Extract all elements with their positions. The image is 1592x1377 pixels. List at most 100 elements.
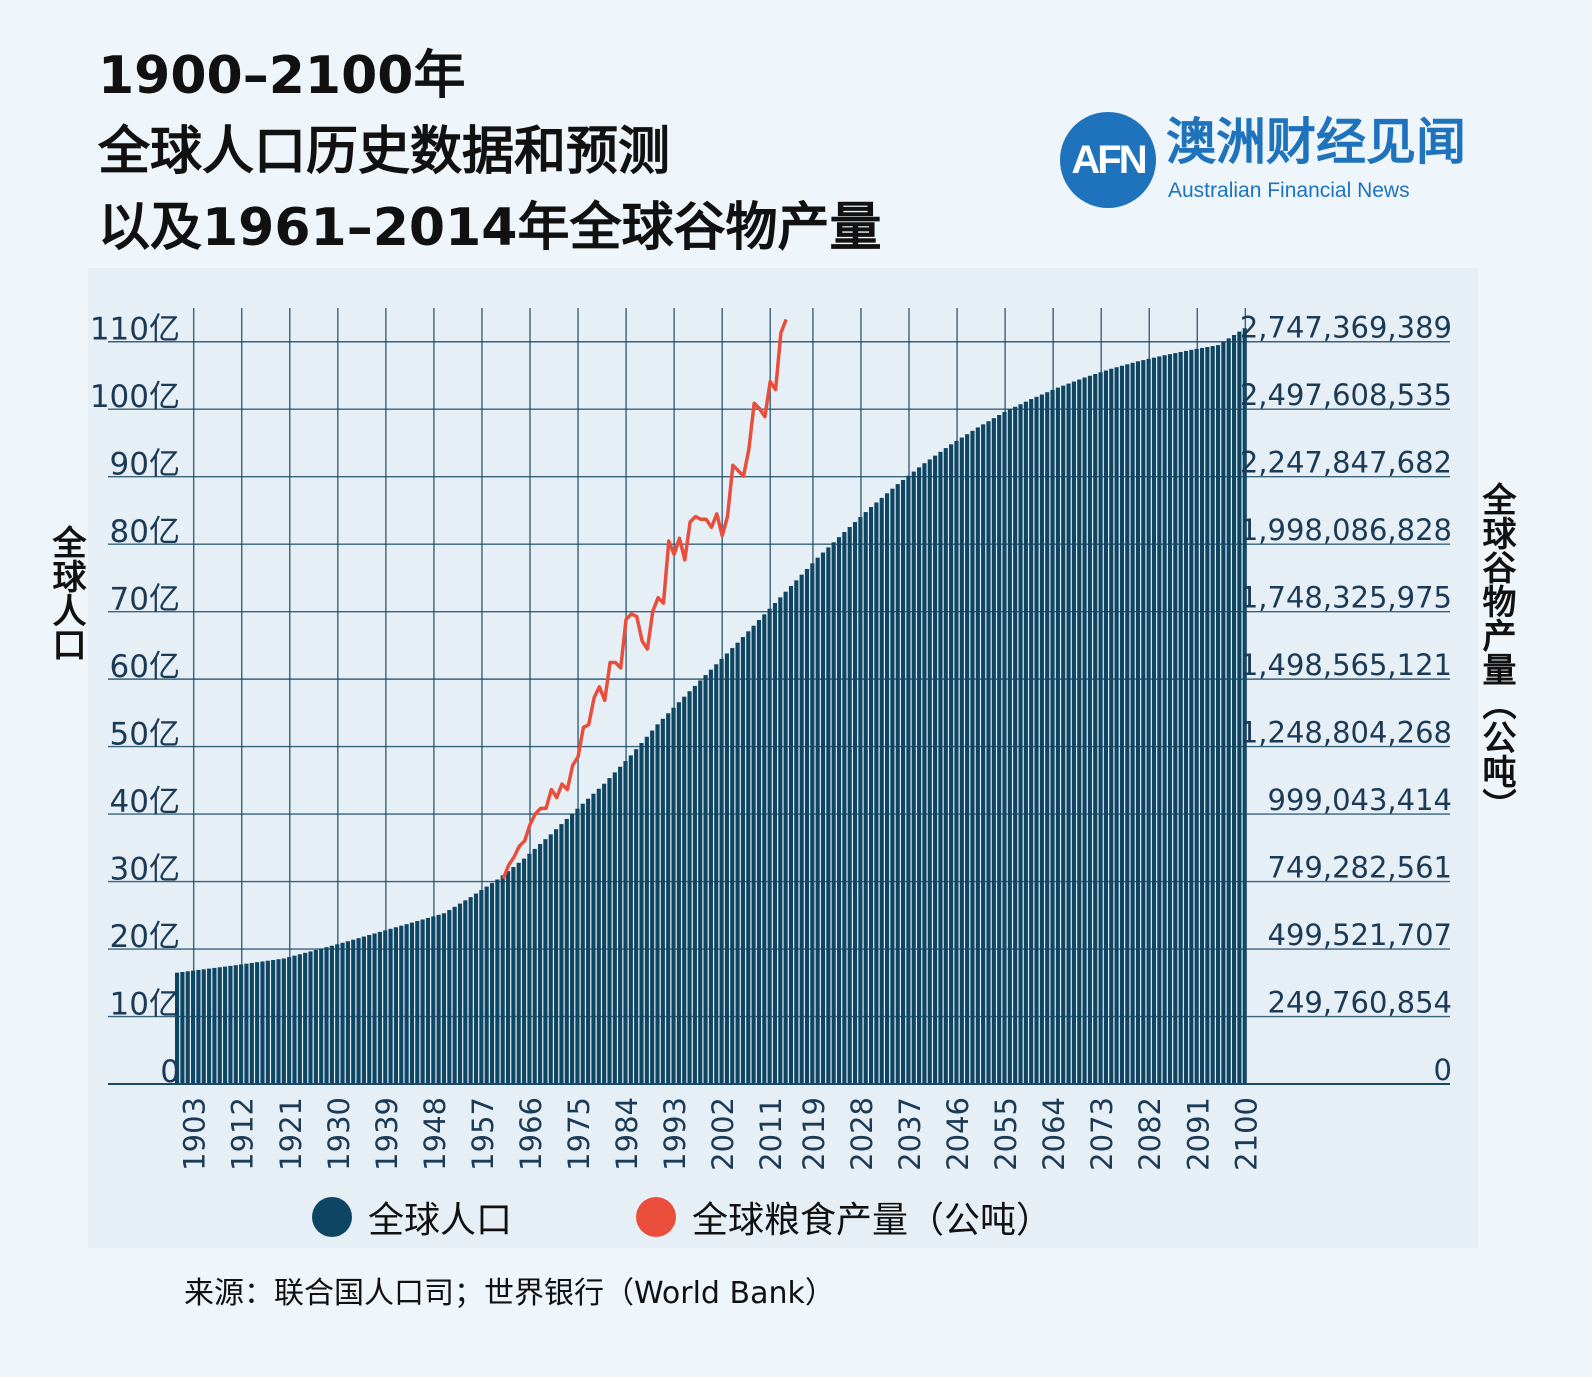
population-bar	[644, 736, 649, 1084]
population-bar	[740, 637, 745, 1084]
population-bar	[409, 922, 415, 1084]
left-tick-label: 60亿	[110, 649, 180, 685]
population-bar	[1119, 365, 1125, 1085]
population-bar	[185, 971, 190, 1084]
population-bar	[217, 967, 222, 1084]
population-bar	[1226, 338, 1231, 1084]
population-bar	[580, 803, 585, 1084]
population-bar	[1178, 351, 1183, 1084]
population-bar	[708, 669, 713, 1084]
population-bar	[271, 959, 276, 1084]
population-bar	[1183, 350, 1189, 1085]
population-bar	[1205, 347, 1210, 1084]
population-bar	[965, 434, 970, 1085]
population-bar	[1045, 392, 1050, 1084]
legend-item-population: 全球人口	[312, 1192, 512, 1242]
population-bar	[884, 493, 890, 1085]
population-bar	[746, 631, 751, 1084]
vertical-grid-layer	[108, 308, 1450, 1085]
population-bar	[297, 954, 302, 1084]
population-bar	[249, 962, 254, 1084]
population-bar	[377, 931, 382, 1084]
population-bar	[1039, 394, 1044, 1084]
left-tick-label: 70亿	[110, 582, 180, 618]
population-bar	[505, 871, 511, 1084]
title-sub: 以及1961–2014年全球谷物产量	[98, 198, 882, 258]
population-bar	[602, 783, 607, 1084]
population-bar	[500, 875, 505, 1084]
population-bar	[244, 963, 249, 1084]
title-main: 全球人口历史数据和预测	[98, 122, 671, 182]
right-tick-label: 499,521,707	[1268, 918, 1453, 952]
x-tick-label: 1939	[370, 1097, 404, 1171]
population-bar	[1066, 383, 1071, 1084]
population-bar	[618, 766, 623, 1084]
population-bar	[1125, 364, 1130, 1084]
population-bar	[634, 749, 639, 1084]
population-bar	[207, 968, 212, 1084]
population-bar	[970, 430, 975, 1084]
population-bar	[212, 967, 217, 1084]
population-bar	[1061, 385, 1066, 1085]
population-bar	[874, 502, 879, 1084]
population-bar	[676, 702, 681, 1084]
population-bar	[303, 952, 308, 1084]
afn-logo: AFN 澳洲财经见闻 Australian Financial News	[1060, 112, 1500, 212]
title-years: 1900–2100年	[98, 46, 466, 106]
population-bar	[372, 933, 377, 1084]
population-bar	[1210, 346, 1215, 1084]
population-bar	[441, 913, 447, 1084]
population-bar	[1109, 368, 1114, 1084]
population-bar	[1114, 367, 1119, 1084]
population-bar	[319, 948, 324, 1084]
legend-item-grain: 全球粮食产量（公吨）	[636, 1192, 1052, 1242]
population-bar	[917, 467, 922, 1084]
left-tick-label: 50亿	[110, 717, 180, 753]
population-bar	[1103, 370, 1109, 1084]
population-bar	[949, 444, 954, 1084]
population-bar	[927, 459, 932, 1084]
population-bar	[730, 648, 735, 1084]
population-bar	[943, 448, 948, 1085]
population-bar	[351, 939, 356, 1084]
title-block: 1900–2100年 全球人口历史数据和预测 以及1961–2014年全球谷物产…	[98, 38, 881, 266]
population-bar	[1199, 347, 1205, 1084]
population-bar	[922, 463, 927, 1084]
population-bar	[666, 713, 671, 1084]
population-bar	[548, 834, 553, 1084]
population-bar	[628, 755, 633, 1084]
afn-logo-en-name: Australian Financial News	[1168, 179, 1410, 202]
population-bar	[1157, 356, 1162, 1084]
population-bar	[420, 919, 425, 1084]
population-bar	[415, 921, 420, 1084]
population-bar	[772, 603, 778, 1084]
population-bars	[175, 328, 1247, 1085]
population-bar	[586, 798, 591, 1084]
grain-line	[501, 318, 788, 880]
population-bar	[820, 552, 826, 1084]
population-bar	[868, 507, 874, 1084]
source-note: 来源：联合国人口司；世界银行（World Bank）	[184, 1276, 835, 1311]
population-bar	[724, 653, 729, 1084]
population-bar	[1082, 377, 1087, 1085]
population-bar	[228, 965, 233, 1084]
population-bar	[997, 415, 1002, 1084]
x-tick-label: 2019	[797, 1097, 831, 1171]
population-bar	[751, 625, 756, 1084]
population-bar	[1135, 361, 1141, 1084]
population-bar	[393, 927, 399, 1084]
grain-line-layer	[501, 318, 788, 880]
population-bar	[521, 858, 527, 1084]
population-bar	[895, 484, 900, 1084]
legend-dot-grain	[636, 1197, 676, 1237]
population-bar	[1141, 360, 1146, 1084]
population-bar	[468, 897, 473, 1084]
population-bar	[1034, 396, 1039, 1084]
population-bar	[799, 574, 804, 1084]
population-bar	[404, 924, 409, 1084]
population-bar	[831, 542, 836, 1084]
population-bar	[879, 497, 884, 1085]
population-bar	[852, 522, 858, 1084]
right-tick-label: 0	[1434, 1053, 1452, 1087]
